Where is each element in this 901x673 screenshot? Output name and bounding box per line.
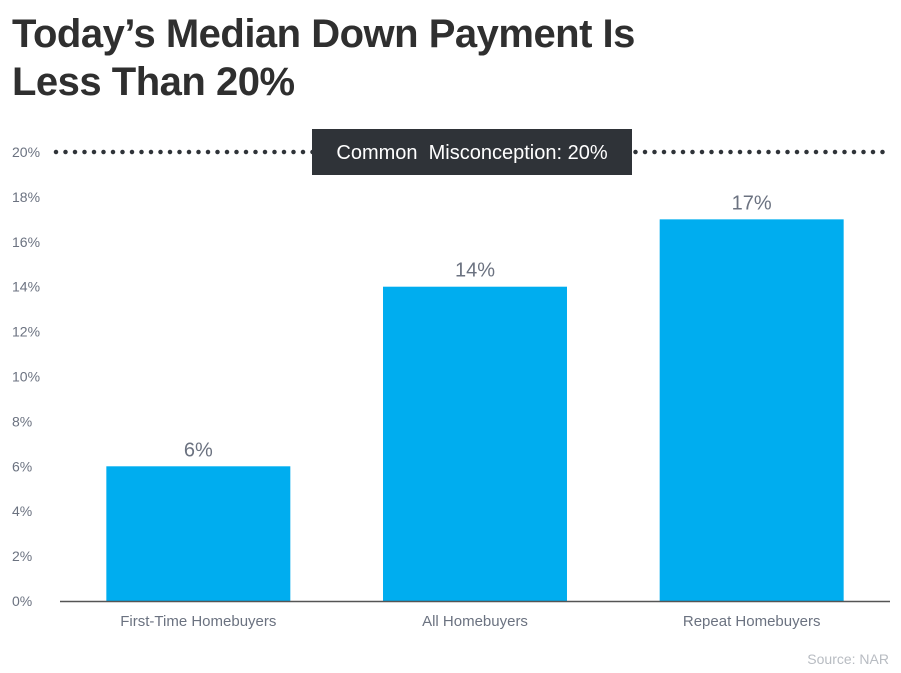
title-line-1: Today’s Median Down Payment Is — [12, 12, 635, 56]
y-tick-label: 12% — [12, 324, 40, 340]
y-tick-label: 16% — [12, 234, 40, 250]
y-tick-label: 0% — [12, 593, 32, 609]
y-tick-label: 10% — [12, 369, 40, 385]
y-tick-label: 6% — [12, 458, 32, 474]
y-tick-label: 8% — [12, 413, 32, 429]
bar — [106, 466, 291, 601]
x-category-label: All Homebuyers — [422, 613, 528, 630]
source-note: Source: NAR — [807, 651, 889, 667]
y-tick-label: 14% — [12, 279, 40, 295]
y-tick-label: 4% — [12, 503, 32, 519]
x-category-label: First-Time Homebuyers — [120, 613, 276, 630]
y-tick-label: 20% — [12, 144, 40, 160]
page-title: Today’s Median Down Payment Is Less Than… — [12, 10, 892, 106]
reference-callout-label: Common Misconception: 20% — [336, 142, 607, 164]
y-tick-label: 2% — [12, 548, 32, 564]
y-tick-label: 18% — [12, 189, 40, 205]
bar — [383, 286, 567, 601]
bar-value-label: 17% — [732, 192, 772, 214]
bar-value-label: 14% — [455, 260, 495, 282]
x-category-label: Repeat Homebuyers — [683, 613, 821, 630]
title-line-2: Less Than 20% — [12, 60, 295, 104]
reference-callout-box — [312, 129, 632, 175]
bar — [659, 219, 844, 601]
bar-value-label: 6% — [184, 439, 213, 461]
